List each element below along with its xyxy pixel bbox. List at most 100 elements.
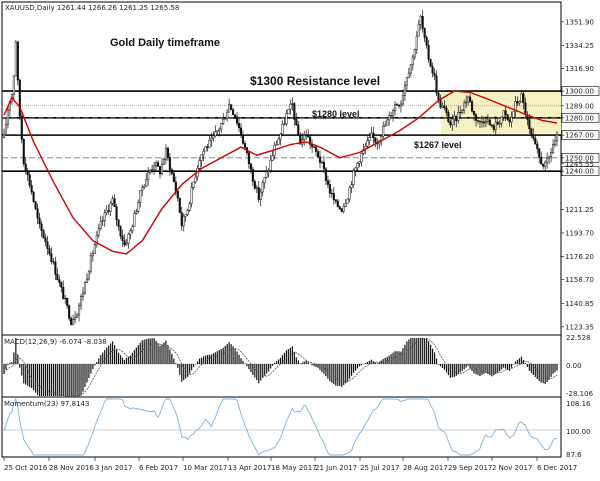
- date-tick-label: 21 Jun 2017: [315, 464, 357, 472]
- candle-body: [439, 99, 442, 108]
- candle-body: [281, 123, 284, 135]
- candle-body: [407, 72, 410, 78]
- date-tick-label: 6 Feb 2017: [139, 464, 178, 472]
- price-candles: [2, 10, 559, 326]
- candle-body: [421, 15, 424, 29]
- candle-body: [72, 319, 75, 325]
- candle-body: [147, 172, 150, 180]
- candle-body: [202, 150, 205, 155]
- candle-body: [50, 253, 53, 262]
- candle-body: [315, 146, 318, 152]
- candle-body: [204, 146, 207, 152]
- candle-body: [125, 242, 128, 246]
- candle-body: [123, 240, 126, 246]
- candle-body: [354, 167, 357, 171]
- candle-body: [143, 186, 146, 189]
- candle-body: [536, 143, 539, 150]
- candle-body: [172, 173, 175, 183]
- candle-body: [425, 37, 428, 46]
- candle-body: [445, 107, 448, 113]
- candle-body: [474, 114, 478, 121]
- candle-body: [514, 101, 517, 112]
- candle-body: [81, 292, 85, 297]
- candle-body: [538, 148, 541, 158]
- candle-body: [405, 77, 408, 86]
- candle-body: [151, 169, 154, 171]
- price-tick-label: 1289.00: [565, 102, 594, 110]
- candle-body: [506, 114, 509, 120]
- candle-body: [249, 163, 252, 170]
- candle-body: [344, 202, 347, 207]
- candle-body: [42, 230, 45, 239]
- candle-body: [198, 160, 201, 169]
- candle-body: [210, 137, 213, 141]
- candle-body: [113, 198, 116, 208]
- candle-body: [498, 122, 501, 125]
- candle-body: [206, 146, 209, 148]
- candle-body: [239, 127, 243, 136]
- candle-body: [338, 206, 341, 209]
- candle-body: [216, 130, 219, 133]
- candle-body: [552, 144, 555, 153]
- candle-body: [443, 105, 446, 109]
- price-tick-label: 1240.00: [565, 168, 594, 176]
- date-tick-label: 18 May 2017: [271, 464, 317, 472]
- candle-body: [496, 121, 499, 125]
- candle-body: [528, 119, 531, 129]
- candle-body: [516, 101, 519, 104]
- candle-body: [101, 220, 104, 222]
- candle-body: [322, 161, 325, 170]
- candle-body: [170, 169, 173, 174]
- candle-body: [180, 212, 183, 227]
- candle-body: [87, 270, 90, 280]
- candle-body: [46, 241, 49, 249]
- candle-body: [508, 119, 511, 123]
- candle-body: [16, 41, 19, 81]
- candle-body: [111, 198, 114, 204]
- candle-body: [85, 278, 89, 283]
- date-tick-label: 28 Nov 2016: [49, 464, 94, 472]
- date-tick-label: 6 Dec 2017: [537, 464, 577, 472]
- candle-body: [52, 261, 55, 263]
- candle-body: [91, 253, 94, 257]
- candle-body: [328, 184, 331, 194]
- candle-body: [522, 93, 525, 104]
- date-tick-label: 25 Oct 2016: [4, 464, 48, 472]
- candle-body: [255, 187, 258, 189]
- candle-body: [64, 297, 67, 300]
- candle-body: [285, 113, 288, 125]
- candle-body: [451, 118, 454, 126]
- candle-body: [482, 121, 485, 124]
- candle-body: [419, 15, 422, 25]
- candle-body: [48, 248, 51, 254]
- price-tick-label: 1245.55: [565, 160, 594, 168]
- candle-body: [232, 109, 235, 116]
- candle-body: [145, 179, 148, 187]
- candle-body: [131, 226, 134, 232]
- candle-body: [320, 161, 324, 164]
- date-tick-label: 28 Aug 2017: [403, 464, 448, 472]
- candle-body: [366, 140, 369, 147]
- candle-body: [449, 121, 452, 126]
- candle-body: [4, 123, 8, 135]
- candle-body: [190, 187, 193, 204]
- candle-body: [518, 101, 521, 104]
- candle-body: [184, 214, 187, 217]
- momentum-tick-label: 108.16: [566, 400, 591, 408]
- candle-body: [417, 24, 420, 37]
- candle-body: [504, 110, 507, 115]
- candle-body: [372, 132, 375, 138]
- candle-body: [277, 138, 280, 145]
- candle-body: [224, 118, 227, 120]
- candle-body: [307, 135, 310, 138]
- price-axis: 1351.90 1334.25 1316.90 1300.00 1289.00 1280.…: [561, 18, 600, 459]
- candle-body: [555, 134, 559, 142]
- candle-body: [348, 187, 351, 200]
- candle-body: [259, 191, 262, 200]
- consolidation-zone: [441, 92, 561, 135]
- candle-body: [38, 217, 41, 225]
- candle-body: [271, 155, 274, 161]
- candle-body: [2, 134, 6, 139]
- date-tick-label: 3 Jan 2017: [95, 464, 133, 472]
- price-tick-label: 1211.25: [565, 206, 594, 214]
